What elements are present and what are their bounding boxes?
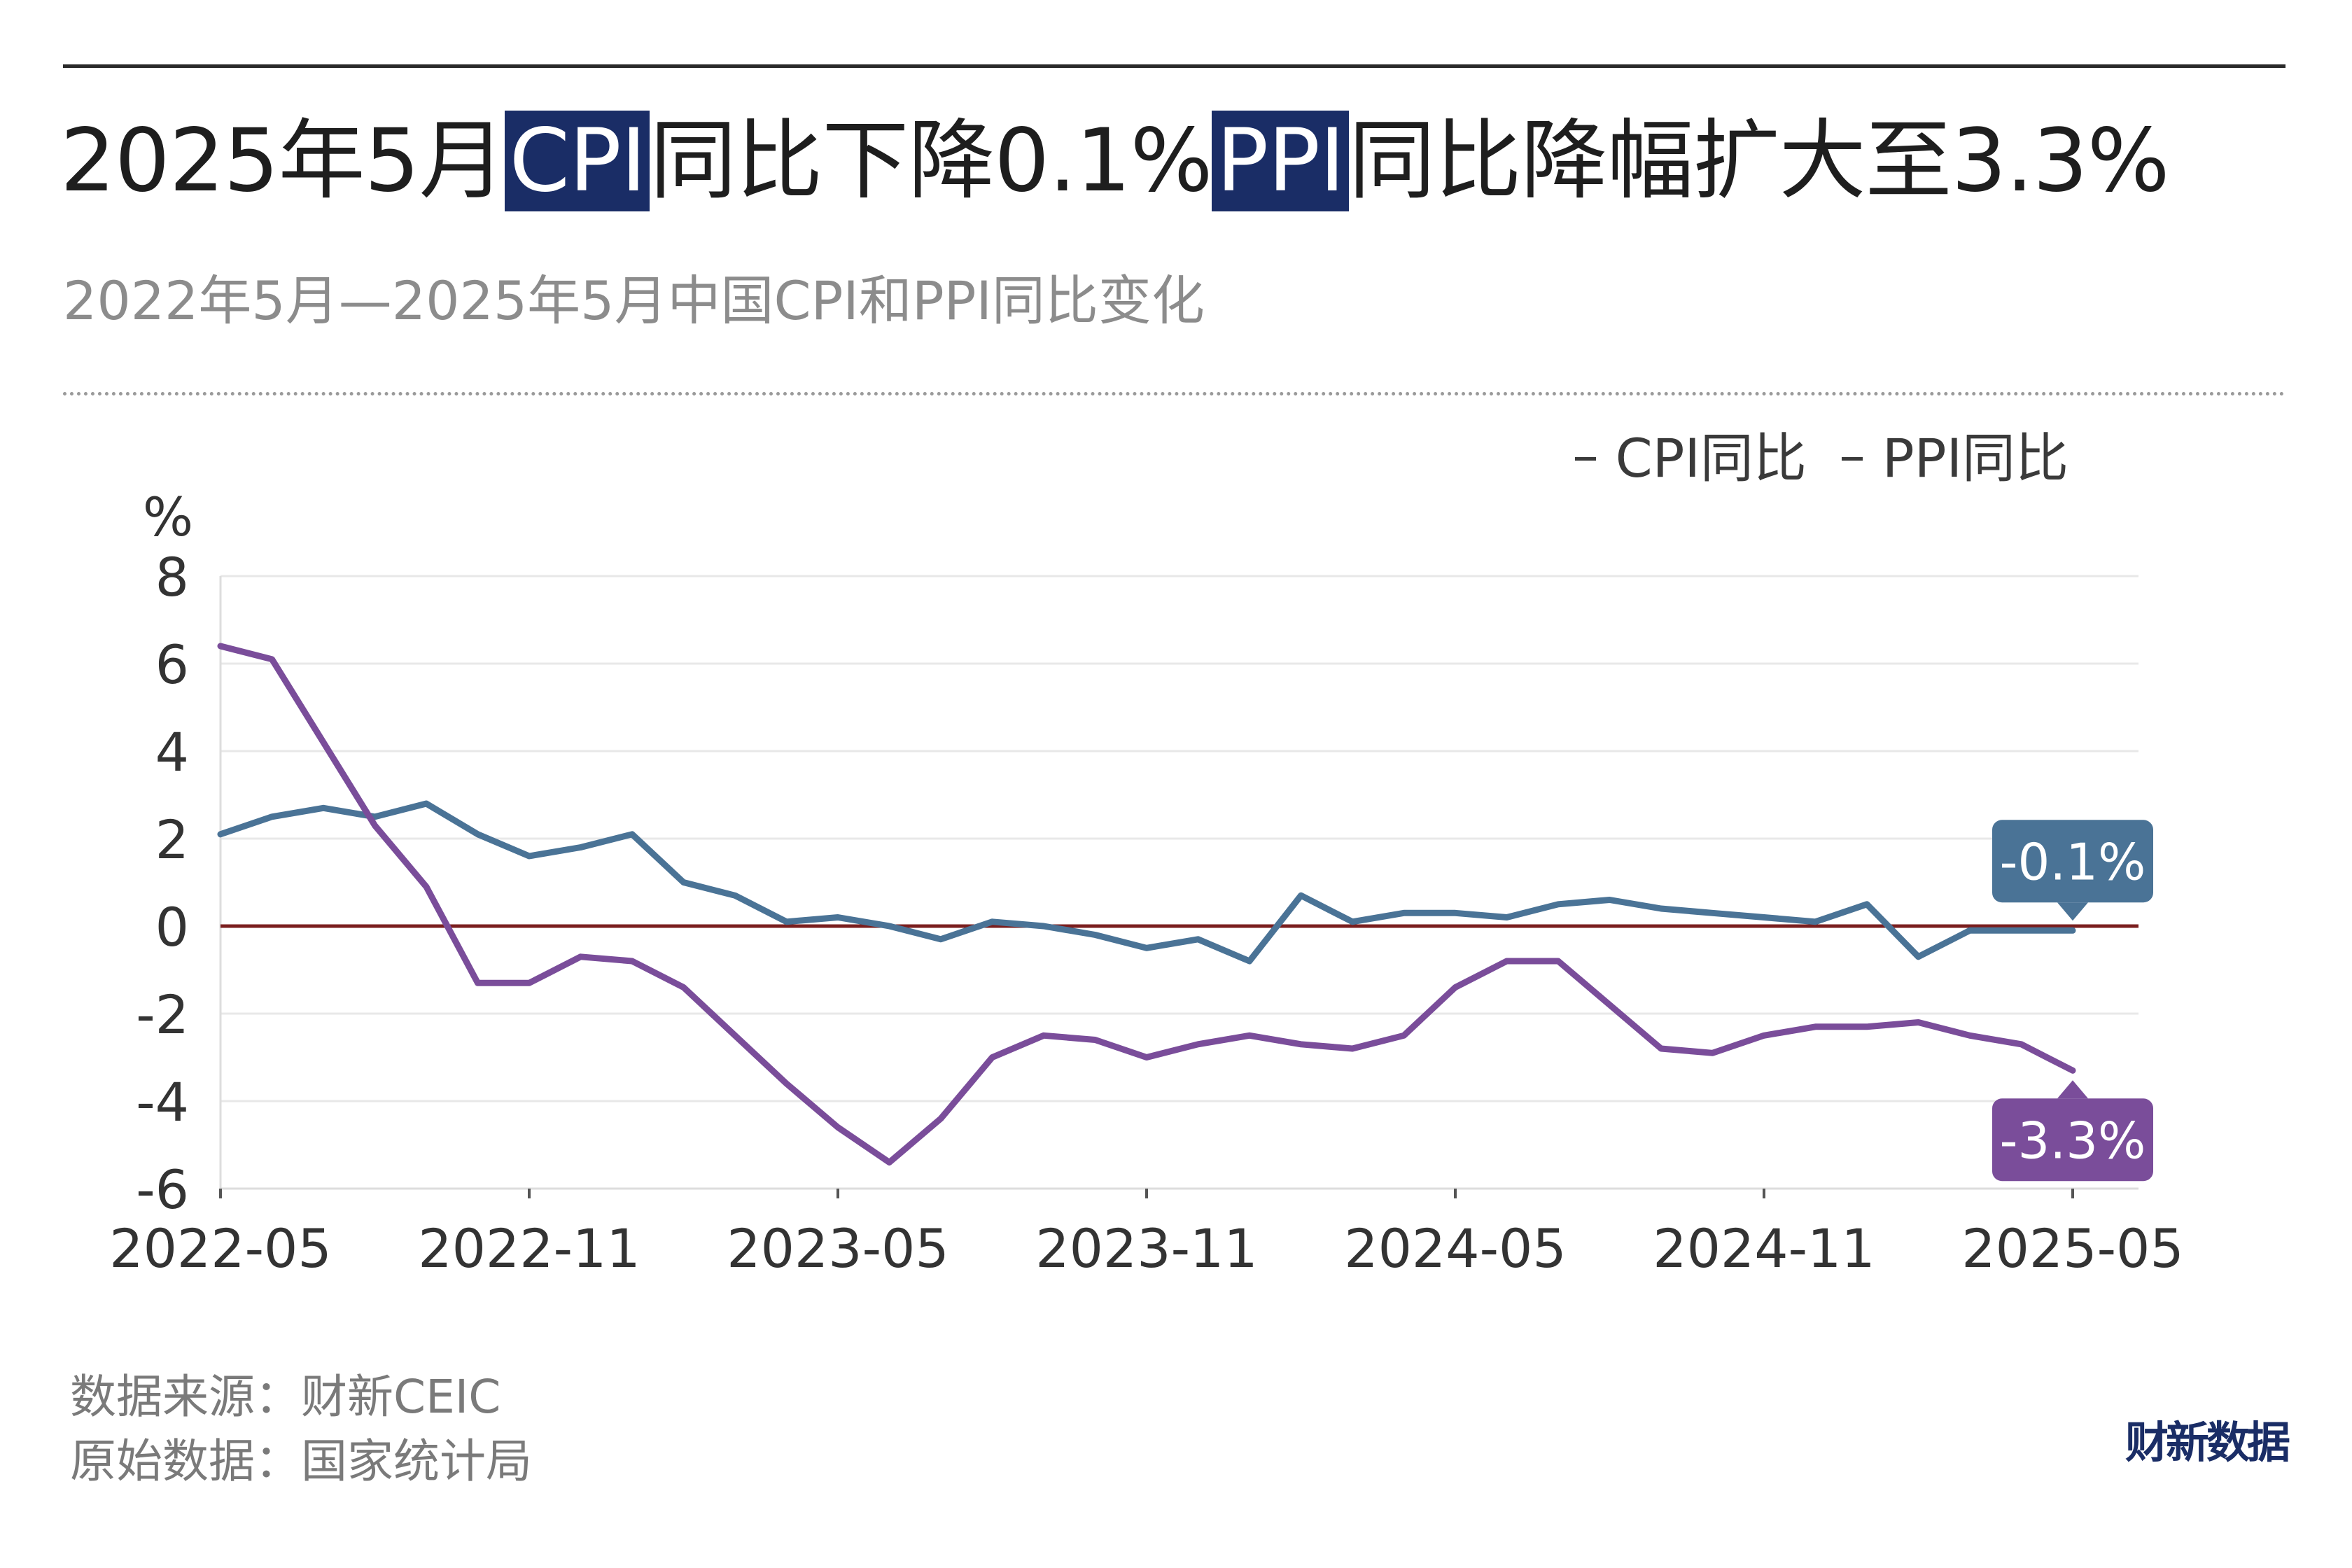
source-line-1: 数据来源：财新CEIC [70,1370,501,1424]
y-tick-label: -4 [136,1071,189,1133]
page-title: 2025年5月CPI同比下降0.1%PPI同比降幅扩大至3.3% [60,105,2170,217]
legend-label-ppi: PPI同比 [1882,427,2068,489]
y-tick-label: 6 [155,634,189,696]
title-highlight-ppi: PPI [1212,111,1349,211]
x-tick-label: 2024-05 [1344,1217,1567,1280]
legend-item-ppi: PPI同比 [1841,420,2068,497]
data-source: 数据来源：财新CEIC 原始数据：国家统计局 [70,1365,532,1494]
end-label-box-cpi [1992,820,2153,903]
y-tick-label: 2 [155,808,189,871]
end-label-cpi: -0.1% [2000,832,2146,891]
legend-swatch-cpi [1574,456,1596,461]
y-tick-label: -6 [136,1158,189,1221]
top-rule [63,64,2286,68]
end-label-box-ppi [1992,1098,2153,1182]
x-tick-label: 2023-11 [1035,1217,1258,1280]
y-tick-label: 4 [155,721,189,783]
x-tick-label: 2022-05 [109,1217,332,1280]
source-line-2: 原始数据：国家统计局 [70,1434,532,1488]
end-label-pointer-ppi [2057,1080,2088,1099]
title-part-5: 同比降幅扩大至3.3% [1348,111,2170,211]
title-part-1: 2025年5月 [60,111,505,211]
x-tick-label: 2023-05 [727,1217,949,1280]
x-tick-label: 2022-11 [418,1217,640,1280]
legend-item-cpi: CPI同比 [1574,420,1807,497]
title-part-3: 同比下降0.1% [650,111,1212,211]
y-tick-label: 8 [155,546,189,608]
series-line-ppi [217,643,2076,1166]
y-tick-label: 0 [155,896,189,958]
chart-subtitle: 2022年5月—2025年5月中国CPI和PPI同比变化 [63,270,1205,332]
legend-swatch-ppi [1841,456,1863,461]
y-axis-unit: % [143,486,193,548]
brand-logo: 财新数据 [2124,1417,2290,1468]
x-tick-label: 2024-11 [1653,1217,1875,1280]
legend-label-cpi: CPI同比 [1615,427,1807,489]
dotted-divider [63,392,2286,396]
chart-legend: CPI同比 PPI同比 [1574,420,2068,497]
end-label-pointer-cpi [2057,902,2088,921]
y-tick-label: -2 [136,983,189,1046]
title-highlight-cpi: CPI [505,111,650,211]
x-tick-label: 2025-05 [1961,1217,2184,1280]
series-line-cpi [217,800,2076,965]
end-label-ppi: -3.3% [2000,1111,2146,1170]
